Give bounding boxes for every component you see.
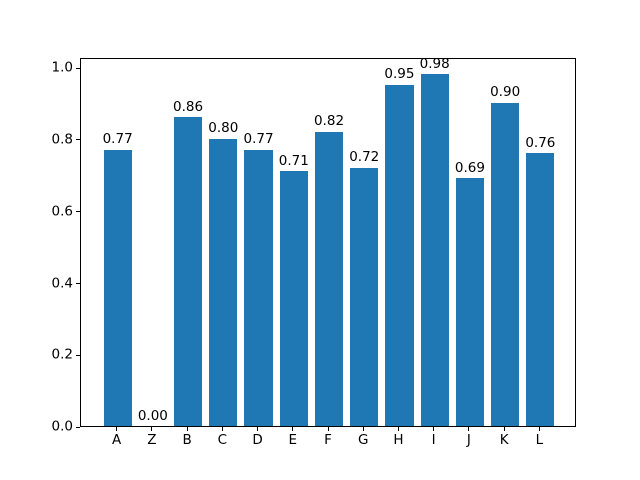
y-tick-mark-0.4 — [76, 283, 80, 285]
bar-A — [103, 149, 132, 427]
x-tick-mark-D — [257, 427, 259, 432]
x-tick-label-G: G — [357, 432, 369, 449]
x-tick-mark-C — [221, 427, 223, 432]
x-tick-mark-J — [468, 427, 470, 432]
axes-area: 0.77 0.00 0.86 0.80 0.77 0.71 0.82 0.72 0.95 0.98… — [80, 55, 576, 428]
y-tick-mark-0.0 — [76, 426, 80, 428]
y-tick-mark-1.0 — [76, 67, 80, 69]
y-tick-label-0.8: 0.8 — [51, 131, 73, 148]
y-tick-mark-0.8 — [76, 139, 80, 141]
x-tick-mark-Z — [151, 427, 153, 432]
x-tick-label-K: K — [499, 432, 509, 449]
bar-L — [526, 153, 555, 427]
plot-area: 0.77 0.00 0.86 0.80 0.77 0.71 0.82 0.72 0.95 0.98… — [81, 55, 575, 427]
y-tick-mark-0.6 — [76, 211, 80, 213]
bar-value-label-G: 0.72 — [349, 149, 380, 166]
bar-value-label-I: 0.98 — [419, 55, 450, 72]
x-tick-mark-A — [116, 427, 118, 432]
bar-B — [174, 117, 203, 427]
bar-K — [491, 102, 520, 427]
y-tick-label-0.4: 0.4 — [51, 274, 73, 291]
x-tick-label-E: E — [288, 432, 298, 449]
bar-value-label-B: 0.86 — [173, 98, 204, 115]
bar-value-label-C: 0.80 — [208, 120, 239, 137]
bar-value-label-K: 0.90 — [490, 84, 521, 101]
x-tick-label-Z: Z — [147, 432, 157, 449]
x-tick-mark-B — [186, 427, 188, 432]
y-tick-label-1.0: 1.0 — [51, 59, 73, 76]
bar-J — [455, 178, 484, 427]
bar-F — [314, 131, 344, 427]
x-tick-label-A: A — [112, 432, 122, 449]
x-tick-label-H: H — [393, 432, 404, 449]
bar-H — [385, 84, 414, 427]
y-tick-label-0.0: 0.0 — [51, 418, 73, 435]
x-tick-label-D: D — [252, 432, 263, 449]
bar-value-label-Z: 0.00 — [137, 407, 168, 424]
bar-value-label-A: 0.77 — [102, 131, 133, 148]
y-tick-label-0.6: 0.6 — [51, 202, 73, 219]
bar-value-label-E: 0.71 — [278, 152, 309, 169]
x-tick-mark-F — [327, 427, 329, 432]
bar-value-label-H: 0.95 — [384, 66, 415, 83]
bar-G — [350, 167, 379, 427]
x-tick-label-I: I — [431, 432, 436, 449]
y-tick-label-0.2: 0.2 — [51, 346, 73, 363]
x-tick-mark-L — [538, 427, 540, 432]
bar-value-label-D: 0.77 — [243, 131, 274, 148]
bar-value-label-L: 0.76 — [525, 134, 556, 151]
x-tick-mark-I — [433, 427, 435, 432]
x-tick-mark-H — [397, 427, 399, 432]
bar-E — [279, 171, 308, 427]
x-tick-label-B: B — [182, 432, 192, 449]
bar-I — [420, 74, 449, 427]
bar-C — [209, 138, 238, 427]
bar-value-label-F: 0.82 — [313, 113, 345, 130]
bar-value-label-J: 0.69 — [454, 159, 485, 176]
bar-D — [244, 149, 273, 427]
x-tick-label-L: L — [535, 432, 544, 449]
y-tick-mark-0.2 — [76, 354, 80, 356]
x-tick-label-J: J — [466, 432, 471, 449]
x-tick-label-F: F — [324, 432, 332, 449]
x-tick-label-C: C — [217, 432, 228, 449]
x-tick-mark-K — [503, 427, 505, 432]
x-tick-mark-G — [362, 427, 364, 432]
x-tick-mark-E — [292, 427, 294, 432]
